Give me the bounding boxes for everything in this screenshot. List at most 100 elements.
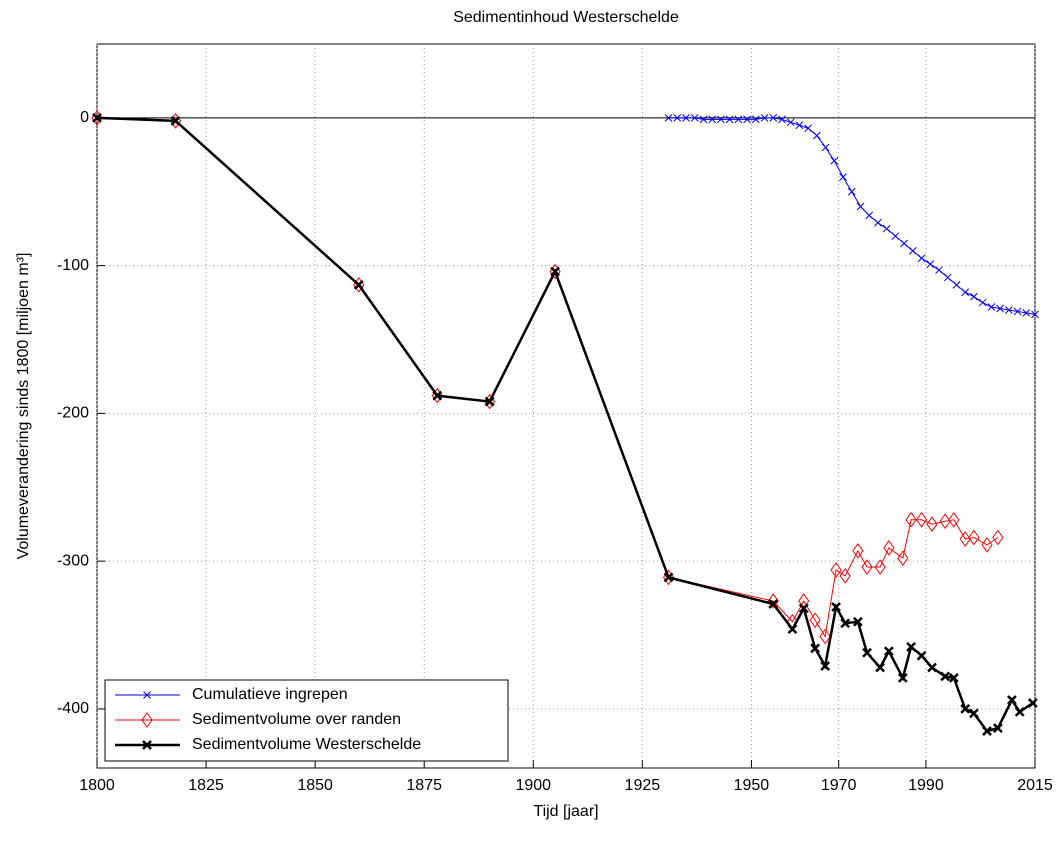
marker (961, 288, 970, 297)
marker (847, 187, 856, 196)
marker (786, 118, 795, 127)
marker (820, 661, 831, 671)
marker (353, 279, 364, 290)
marker (821, 143, 830, 152)
legend-marker (141, 712, 153, 728)
marker (725, 115, 734, 124)
legend-marker (143, 691, 151, 699)
marker (969, 708, 979, 719)
marker (882, 224, 891, 233)
marker (952, 280, 961, 289)
marker (852, 616, 863, 627)
y-tick-label: 0 (80, 109, 89, 126)
marker (996, 304, 1004, 313)
marker (787, 624, 798, 634)
marker (856, 202, 865, 211)
marker (948, 672, 959, 683)
y-tick-label: -300 (57, 552, 89, 569)
marker (484, 396, 495, 407)
marker (915, 511, 928, 528)
marker (897, 550, 909, 567)
marker (917, 254, 926, 263)
marker (943, 273, 952, 282)
y-tick-label: -200 (57, 405, 89, 422)
marker (891, 232, 900, 240)
marker (862, 647, 872, 658)
marker (813, 131, 821, 140)
marker (959, 531, 971, 547)
marker (1004, 306, 1013, 314)
marker (927, 662, 937, 673)
marker (865, 211, 874, 220)
marker (948, 511, 960, 528)
y-tick-label: -100 (57, 257, 89, 274)
marker (861, 559, 873, 575)
marker (992, 529, 1004, 546)
marker (978, 298, 987, 307)
marker (926, 516, 938, 533)
legend-label: Cumulatieve ingrepen (192, 686, 348, 703)
marker (1014, 706, 1025, 717)
marker (908, 247, 917, 255)
marker (960, 704, 971, 714)
marker (839, 173, 847, 181)
legend-marker (142, 740, 152, 750)
marker (883, 646, 894, 657)
marker (981, 537, 993, 553)
marker (852, 542, 864, 559)
marker (935, 266, 943, 274)
marker (1027, 698, 1038, 708)
marker (874, 559, 886, 575)
x-tick-label: 1800 (79, 777, 115, 794)
marker (875, 662, 886, 673)
marker (673, 114, 682, 122)
marker (993, 723, 1003, 733)
marker (734, 115, 743, 124)
marker (940, 671, 951, 682)
marker (809, 612, 821, 629)
marker (767, 593, 779, 609)
marker (699, 115, 708, 124)
x-tick-label: 1925 (625, 777, 661, 794)
marker (1013, 307, 1022, 316)
marker (778, 115, 786, 124)
marker (743, 115, 751, 124)
marker (804, 124, 812, 133)
marker (664, 114, 673, 122)
x-tick-label: 1825 (188, 777, 224, 794)
marker (717, 115, 725, 124)
marker (970, 292, 978, 301)
plot-area (96, 43, 1036, 769)
marker (798, 603, 809, 614)
x-tick-label: 1990 (908, 777, 944, 794)
marker (170, 115, 181, 126)
marker (708, 115, 717, 124)
marker (92, 112, 102, 123)
marker (968, 529, 980, 546)
marker (906, 641, 916, 652)
x-tick-label: 1875 (406, 777, 442, 794)
marker (874, 218, 882, 227)
marker (982, 726, 992, 736)
marker (760, 114, 769, 122)
marker (795, 121, 804, 130)
marker (663, 572, 674, 583)
x-tick-label: 2015 (1017, 777, 1053, 794)
marker (1006, 695, 1017, 705)
marker (768, 599, 779, 609)
marker (897, 672, 908, 683)
marker (926, 260, 935, 269)
y-axis-label: Volumeverandering sinds 1800 [miljoen m³… (15, 253, 32, 560)
marker (840, 618, 851, 629)
marker (916, 650, 927, 661)
legend-label: Sedimentvolume over randen (192, 711, 401, 728)
marker (751, 115, 760, 124)
marker (690, 114, 699, 122)
y-tick-label: -400 (57, 700, 89, 717)
x-tick-label: 1900 (515, 777, 551, 794)
marker (810, 643, 820, 654)
x-tick-label: 1950 (734, 777, 770, 794)
marker (819, 628, 831, 645)
marker (839, 568, 851, 584)
marker (883, 539, 895, 556)
